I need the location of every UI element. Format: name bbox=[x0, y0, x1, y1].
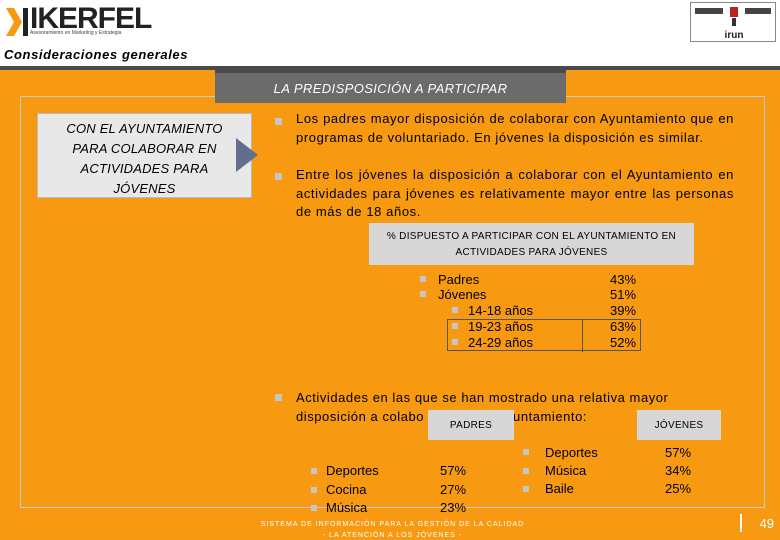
jovenes-label-box: JÓVENES bbox=[637, 410, 721, 440]
padres-item-value: 57% bbox=[440, 463, 467, 478]
bullet-icon bbox=[452, 307, 458, 313]
row-value-jovenes: 51% bbox=[610, 287, 637, 302]
panel-title-bar: LA PREDISPOSICIÓN A PARTICIPAR bbox=[215, 70, 566, 103]
highlight-frame bbox=[447, 319, 641, 352]
bullet-icon bbox=[311, 468, 317, 474]
jovenes-item-label: Deportes bbox=[545, 445, 598, 460]
logo-tagline: Asesoramiento en Marketing y Estrategia bbox=[30, 30, 122, 36]
section-divider bbox=[0, 66, 780, 70]
row-value-age-19-23: 63% bbox=[610, 319, 637, 334]
bullet-icon bbox=[420, 276, 426, 282]
logo-text: IKERFEL bbox=[30, 2, 152, 35]
irun-crest-icon: irun bbox=[695, 7, 771, 41]
padres-item-value: 23% bbox=[440, 500, 467, 515]
topic-box: CON EL AYUNTAMIENTO PARA COLABORAR EN AC… bbox=[37, 113, 252, 198]
topic-line: ACTIVIDADES PARA bbox=[80, 161, 209, 176]
topic-box-text: CON EL AYUNTAMIENTO PARA COLABORAR EN AC… bbox=[38, 119, 251, 199]
table-title-line: ACTIVIDADES PARA JÓVENES bbox=[455, 247, 608, 258]
arrow-right-icon bbox=[236, 138, 258, 172]
footer-line-2: - LA ATENCIÓN A LOS JÓVENES - bbox=[322, 532, 463, 539]
bullet-text-3-line2-end: yuntamiento: bbox=[506, 409, 588, 424]
row-value-age-14-18: 39% bbox=[610, 303, 637, 318]
topic-line: PARA COLABORAR EN bbox=[72, 141, 217, 156]
bullet-icon bbox=[523, 486, 529, 492]
bullet-icon bbox=[275, 118, 282, 125]
bullet-icon bbox=[311, 505, 317, 511]
bullet-icon bbox=[452, 323, 458, 329]
topic-line: JÓVENES bbox=[113, 181, 176, 196]
bullet-icon bbox=[275, 394, 282, 401]
jovenes-item-value: 34% bbox=[665, 463, 692, 478]
row-value-age-24-29: 52% bbox=[610, 335, 637, 350]
jovenes-item-value: 57% bbox=[665, 445, 692, 460]
bullet-text-2: Entre los jóvenes la disposición a colab… bbox=[296, 167, 734, 219]
jovenes-item-label: Música bbox=[545, 463, 587, 478]
page-number: 49 bbox=[759, 516, 774, 531]
bullet-icon bbox=[275, 173, 282, 180]
bullet-icon bbox=[452, 339, 458, 345]
page-divider bbox=[740, 514, 742, 532]
jovenes-label: JÓVENES bbox=[654, 420, 704, 431]
jovenes-item-value: 25% bbox=[665, 481, 692, 496]
logo-chevron-icon bbox=[6, 8, 28, 36]
padres-item-label: Música bbox=[326, 500, 368, 515]
bullet-text-3-line2-start: disposición a colabo bbox=[296, 409, 425, 424]
header: IKERFEL Asesoramiento en Marketing y Est… bbox=[0, 0, 780, 44]
bullet-text-1: Los padres mayor disposición de colabora… bbox=[296, 111, 734, 145]
table-title-box: % DISPUESTO A PARTICIPAR CON EL AYUNTAMI… bbox=[369, 223, 694, 265]
padres-item-label: Cocina bbox=[326, 482, 367, 497]
row-label-jovenes: Jóvenes bbox=[438, 287, 487, 302]
row-label-age-19-23: 19-23 años bbox=[468, 319, 534, 334]
topic-line: CON EL AYUNTAMIENTO bbox=[66, 121, 223, 136]
irun-logo: irun bbox=[690, 2, 776, 42]
padres-item-label: Deportes bbox=[326, 463, 379, 478]
highlight-divider bbox=[582, 320, 583, 352]
content-panel: LA PREDISPOSICIÓN A PARTICIPAR CON EL AY… bbox=[0, 70, 780, 540]
bullet-icon bbox=[311, 487, 317, 493]
row-value-padres: 43% bbox=[610, 272, 637, 287]
table-title-line: % DISPUESTO A PARTICIPAR CON EL AYUNTAMI… bbox=[386, 231, 677, 242]
footer-text: SISTEMA DE INFORMACIÓN PARA LA GESTIÓN D… bbox=[255, 519, 530, 540]
row-label-age-14-18: 14-18 años bbox=[468, 303, 534, 318]
padres-label: PADRES bbox=[449, 420, 493, 431]
section-title: Consideraciones generales bbox=[4, 47, 189, 62]
bullet-icon bbox=[523, 449, 529, 455]
row-label-age-24-29: 24-29 años bbox=[468, 335, 534, 350]
panel-title: LA PREDISPOSICIÓN A PARTICIPAR bbox=[273, 81, 508, 96]
row-label-padres: Padres bbox=[438, 272, 480, 287]
bullet-icon bbox=[523, 468, 529, 474]
irun-label: irun bbox=[725, 30, 744, 41]
jovenes-item-label: Baile bbox=[545, 481, 574, 496]
ikerfel-logo: IKERFEL bbox=[6, 2, 152, 40]
bullet-icon bbox=[420, 291, 426, 297]
padres-label-box: PADRES bbox=[428, 410, 514, 440]
footer-line-1: SISTEMA DE INFORMACIÓN PARA LA GESTIÓN D… bbox=[260, 521, 525, 528]
bullet-text-3-line1: Actividades en las que se han mostrado u… bbox=[296, 390, 669, 405]
padres-item-value: 27% bbox=[440, 482, 467, 497]
